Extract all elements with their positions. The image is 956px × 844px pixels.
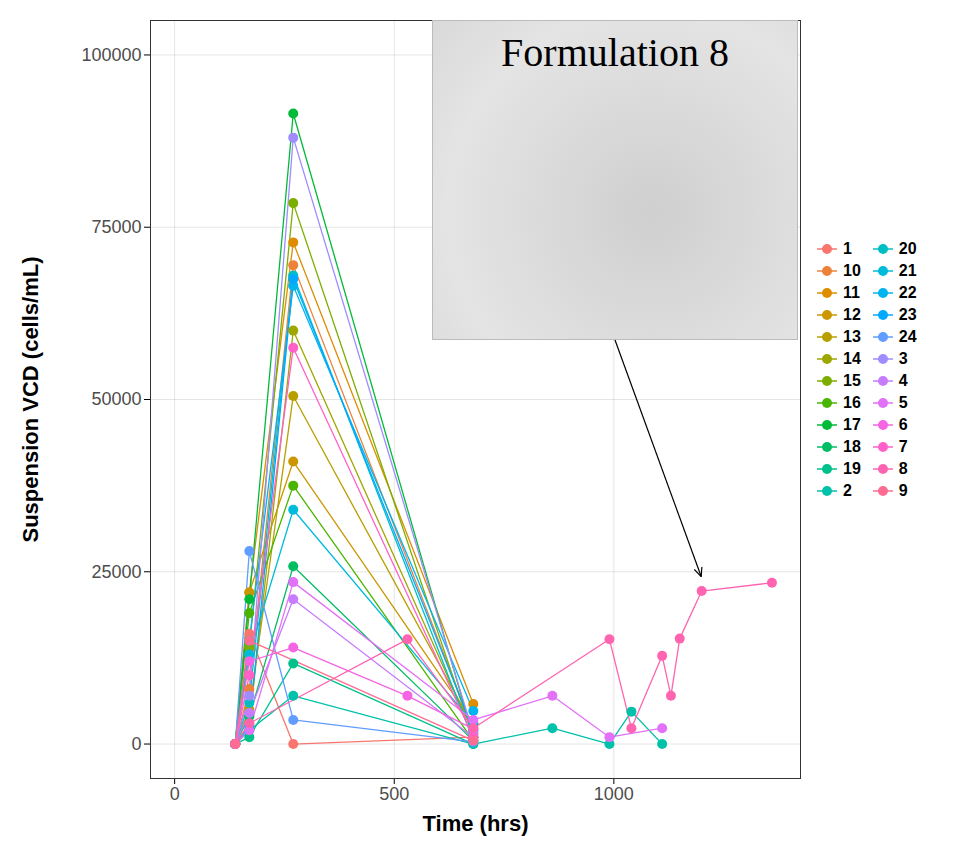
html-text:10: 10 bbox=[843, 262, 861, 279]
html-text:21: 21 bbox=[898, 262, 917, 279]
svg-text:25000: 25000 bbox=[91, 562, 141, 582]
html-text:20: 20 bbox=[898, 240, 917, 257]
html-text:14: 14 bbox=[843, 350, 861, 367]
html-text:17: 17 bbox=[843, 416, 861, 433]
html-text:7: 7 bbox=[898, 438, 908, 455]
html-text:Formulation 8: Formulation 8 bbox=[501, 30, 729, 75]
html-text:5: 5 bbox=[898, 394, 908, 411]
svg-text:100000: 100000 bbox=[81, 45, 141, 65]
html-text:11: 11 bbox=[843, 284, 860, 301]
svg-text:1000: 1000 bbox=[594, 784, 634, 804]
svg-text:0: 0 bbox=[170, 784, 180, 804]
svg-text:50000: 50000 bbox=[91, 389, 141, 409]
svg-text:75000: 75000 bbox=[91, 217, 141, 237]
svg-text:0: 0 bbox=[131, 734, 141, 754]
html-text:22: 22 bbox=[898, 284, 917, 301]
html-text:6: 6 bbox=[898, 416, 908, 433]
html-text:1: 1 bbox=[843, 240, 852, 257]
html-text:8: 8 bbox=[898, 460, 908, 477]
html-text:9: 9 bbox=[898, 482, 908, 499]
svg-text:Time (hrs): Time (hrs) bbox=[423, 811, 529, 836]
html-text:2: 2 bbox=[843, 482, 852, 499]
html-text:3: 3 bbox=[898, 350, 908, 367]
svg-text:Suspension VCD (cells/mL): Suspension VCD (cells/mL) bbox=[18, 256, 43, 542]
html-text:12: 12 bbox=[843, 306, 861, 323]
html-text:18: 18 bbox=[843, 438, 861, 455]
html-text:13: 13 bbox=[843, 328, 861, 345]
html-text:19: 19 bbox=[843, 460, 861, 477]
html-text:16: 16 bbox=[843, 394, 861, 411]
svg-text:500: 500 bbox=[379, 784, 409, 804]
html-text:15: 15 bbox=[843, 372, 861, 389]
html-text:4: 4 bbox=[898, 372, 908, 389]
html-text:23: 23 bbox=[898, 306, 917, 323]
html-text:24: 24 bbox=[898, 328, 917, 345]
